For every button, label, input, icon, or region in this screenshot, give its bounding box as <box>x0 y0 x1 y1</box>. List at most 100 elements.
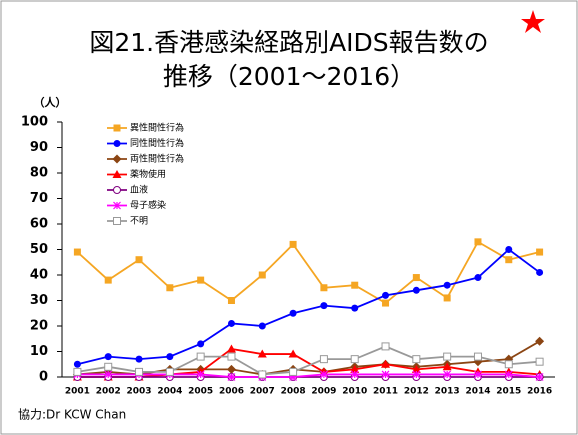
series-line <box>77 373 540 378</box>
marker <box>474 238 482 246</box>
marker <box>112 154 122 164</box>
marker <box>443 370 452 379</box>
legend-label: 不明 <box>130 216 148 227</box>
marker <box>535 373 544 381</box>
marker <box>320 302 328 310</box>
y-tick-label: 80 <box>30 166 48 181</box>
marker <box>442 362 452 371</box>
marker <box>113 217 121 225</box>
marker <box>257 349 267 358</box>
y-tick-label: 70 <box>30 191 48 206</box>
marker <box>104 370 113 379</box>
chart-title: 図21.香港感染経路別AIDS報告数の <box>89 28 488 57</box>
marker <box>319 355 328 364</box>
y-tick-label: 20 <box>30 319 48 334</box>
marker <box>350 364 360 373</box>
marker <box>288 349 298 358</box>
y-tick-label: 50 <box>30 242 48 257</box>
series-line <box>77 345 540 376</box>
marker <box>381 370 390 379</box>
marker <box>474 274 482 282</box>
marker <box>227 352 236 361</box>
marker <box>474 370 482 379</box>
x-tick-label: 2001 <box>65 387 90 397</box>
marker <box>258 370 267 379</box>
marker <box>351 304 359 312</box>
marker <box>320 284 328 292</box>
marker <box>113 124 121 132</box>
marker <box>227 319 235 327</box>
marker <box>226 344 236 353</box>
marker <box>443 352 452 361</box>
marker <box>412 286 420 294</box>
marker <box>227 373 236 381</box>
marker <box>113 201 121 210</box>
marker <box>112 170 122 178</box>
marker <box>104 276 112 284</box>
marker <box>350 370 359 379</box>
series-line <box>77 347 540 378</box>
x-tick-label: 2005 <box>188 387 213 397</box>
marker <box>196 352 205 361</box>
marker <box>289 373 298 381</box>
x-tick-label: 2014 <box>465 387 490 397</box>
x-tick-label: 2003 <box>127 387 152 397</box>
marker <box>412 370 421 379</box>
y-tick-label: 60 <box>30 217 48 232</box>
y-tick-label: 40 <box>30 268 48 283</box>
marker <box>166 284 174 292</box>
marker <box>289 309 297 317</box>
marker <box>197 340 205 348</box>
marker <box>289 240 297 248</box>
marker <box>505 246 513 253</box>
note: 協力:Dr KCW Chan <box>18 407 126 422</box>
marker <box>104 362 113 371</box>
marker <box>412 355 421 364</box>
marker <box>350 355 359 364</box>
marker <box>535 336 545 346</box>
x-tick-label: 2011 <box>373 387 398 397</box>
marker <box>73 248 81 256</box>
marker <box>196 370 205 379</box>
y-axis-label: （人） <box>34 95 67 109</box>
series-line <box>76 240 540 305</box>
y-tick-label: 30 <box>30 293 48 308</box>
marker <box>165 367 174 376</box>
chart-title: 推移（2001～2016） <box>163 62 415 91</box>
y-tick-label: 0 <box>39 370 48 385</box>
marker <box>443 281 451 289</box>
marker <box>135 367 144 376</box>
marker <box>536 248 544 256</box>
marker <box>536 268 544 276</box>
marker <box>473 352 482 361</box>
x-tick-label: 2009 <box>311 387 336 397</box>
marker <box>113 186 121 194</box>
x-tick-label: 2016 <box>527 387 552 397</box>
marker <box>166 353 174 361</box>
marker <box>319 370 328 379</box>
x-tick-label: 2002 <box>96 387 121 397</box>
marker <box>289 367 298 376</box>
x-tick-label: 2008 <box>281 387 306 397</box>
marker <box>73 360 81 368</box>
legend-label: 母子感染 <box>130 199 166 211</box>
marker <box>382 299 390 307</box>
x-tick-label: 2006 <box>219 387 244 397</box>
star-icon <box>521 10 545 33</box>
marker <box>104 353 112 361</box>
y-tick-label: 90 <box>30 140 48 155</box>
marker <box>504 370 513 379</box>
legend-label: 両性間性行為 <box>130 153 184 165</box>
x-tick-label: 2007 <box>250 387 275 397</box>
y-tick-label: 100 <box>21 115 48 130</box>
marker <box>135 256 143 264</box>
marker <box>258 271 266 279</box>
x-tick-label: 2012 <box>404 387 429 397</box>
marker <box>535 357 544 366</box>
marker <box>113 140 121 147</box>
marker <box>382 291 390 299</box>
marker <box>258 322 266 330</box>
legend-label: 同性間性行為 <box>130 137 184 149</box>
series-line <box>77 248 541 366</box>
